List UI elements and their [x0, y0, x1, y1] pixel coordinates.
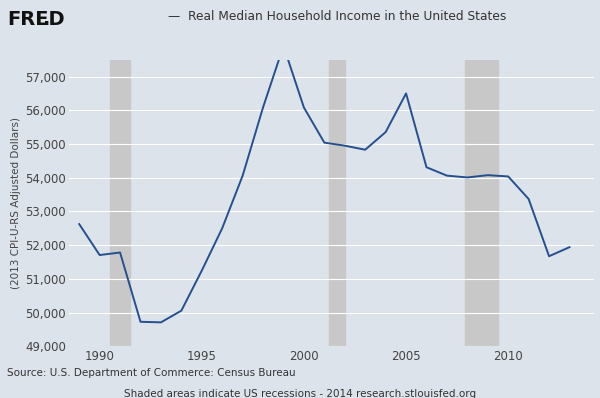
Y-axis label: (2013 CPI-U-RS Adjusted Dollars): (2013 CPI-U-RS Adjusted Dollars)	[11, 117, 21, 289]
Bar	[329, 60, 345, 346]
Text: .: .	[43, 10, 50, 29]
Text: —  Real Median Household Income in the United States: — Real Median Household Income in the Un…	[168, 10, 506, 23]
Bar	[110, 60, 130, 346]
Text: Source: U.S. Department of Commerce: Census Bureau: Source: U.S. Department of Commerce: Cen…	[7, 368, 296, 378]
Text: Shaded areas indicate US recessions - 2014 research.stlouisfed.org: Shaded areas indicate US recessions - 20…	[124, 389, 476, 398]
Bar	[466, 60, 498, 346]
Text: FRED: FRED	[7, 10, 65, 29]
